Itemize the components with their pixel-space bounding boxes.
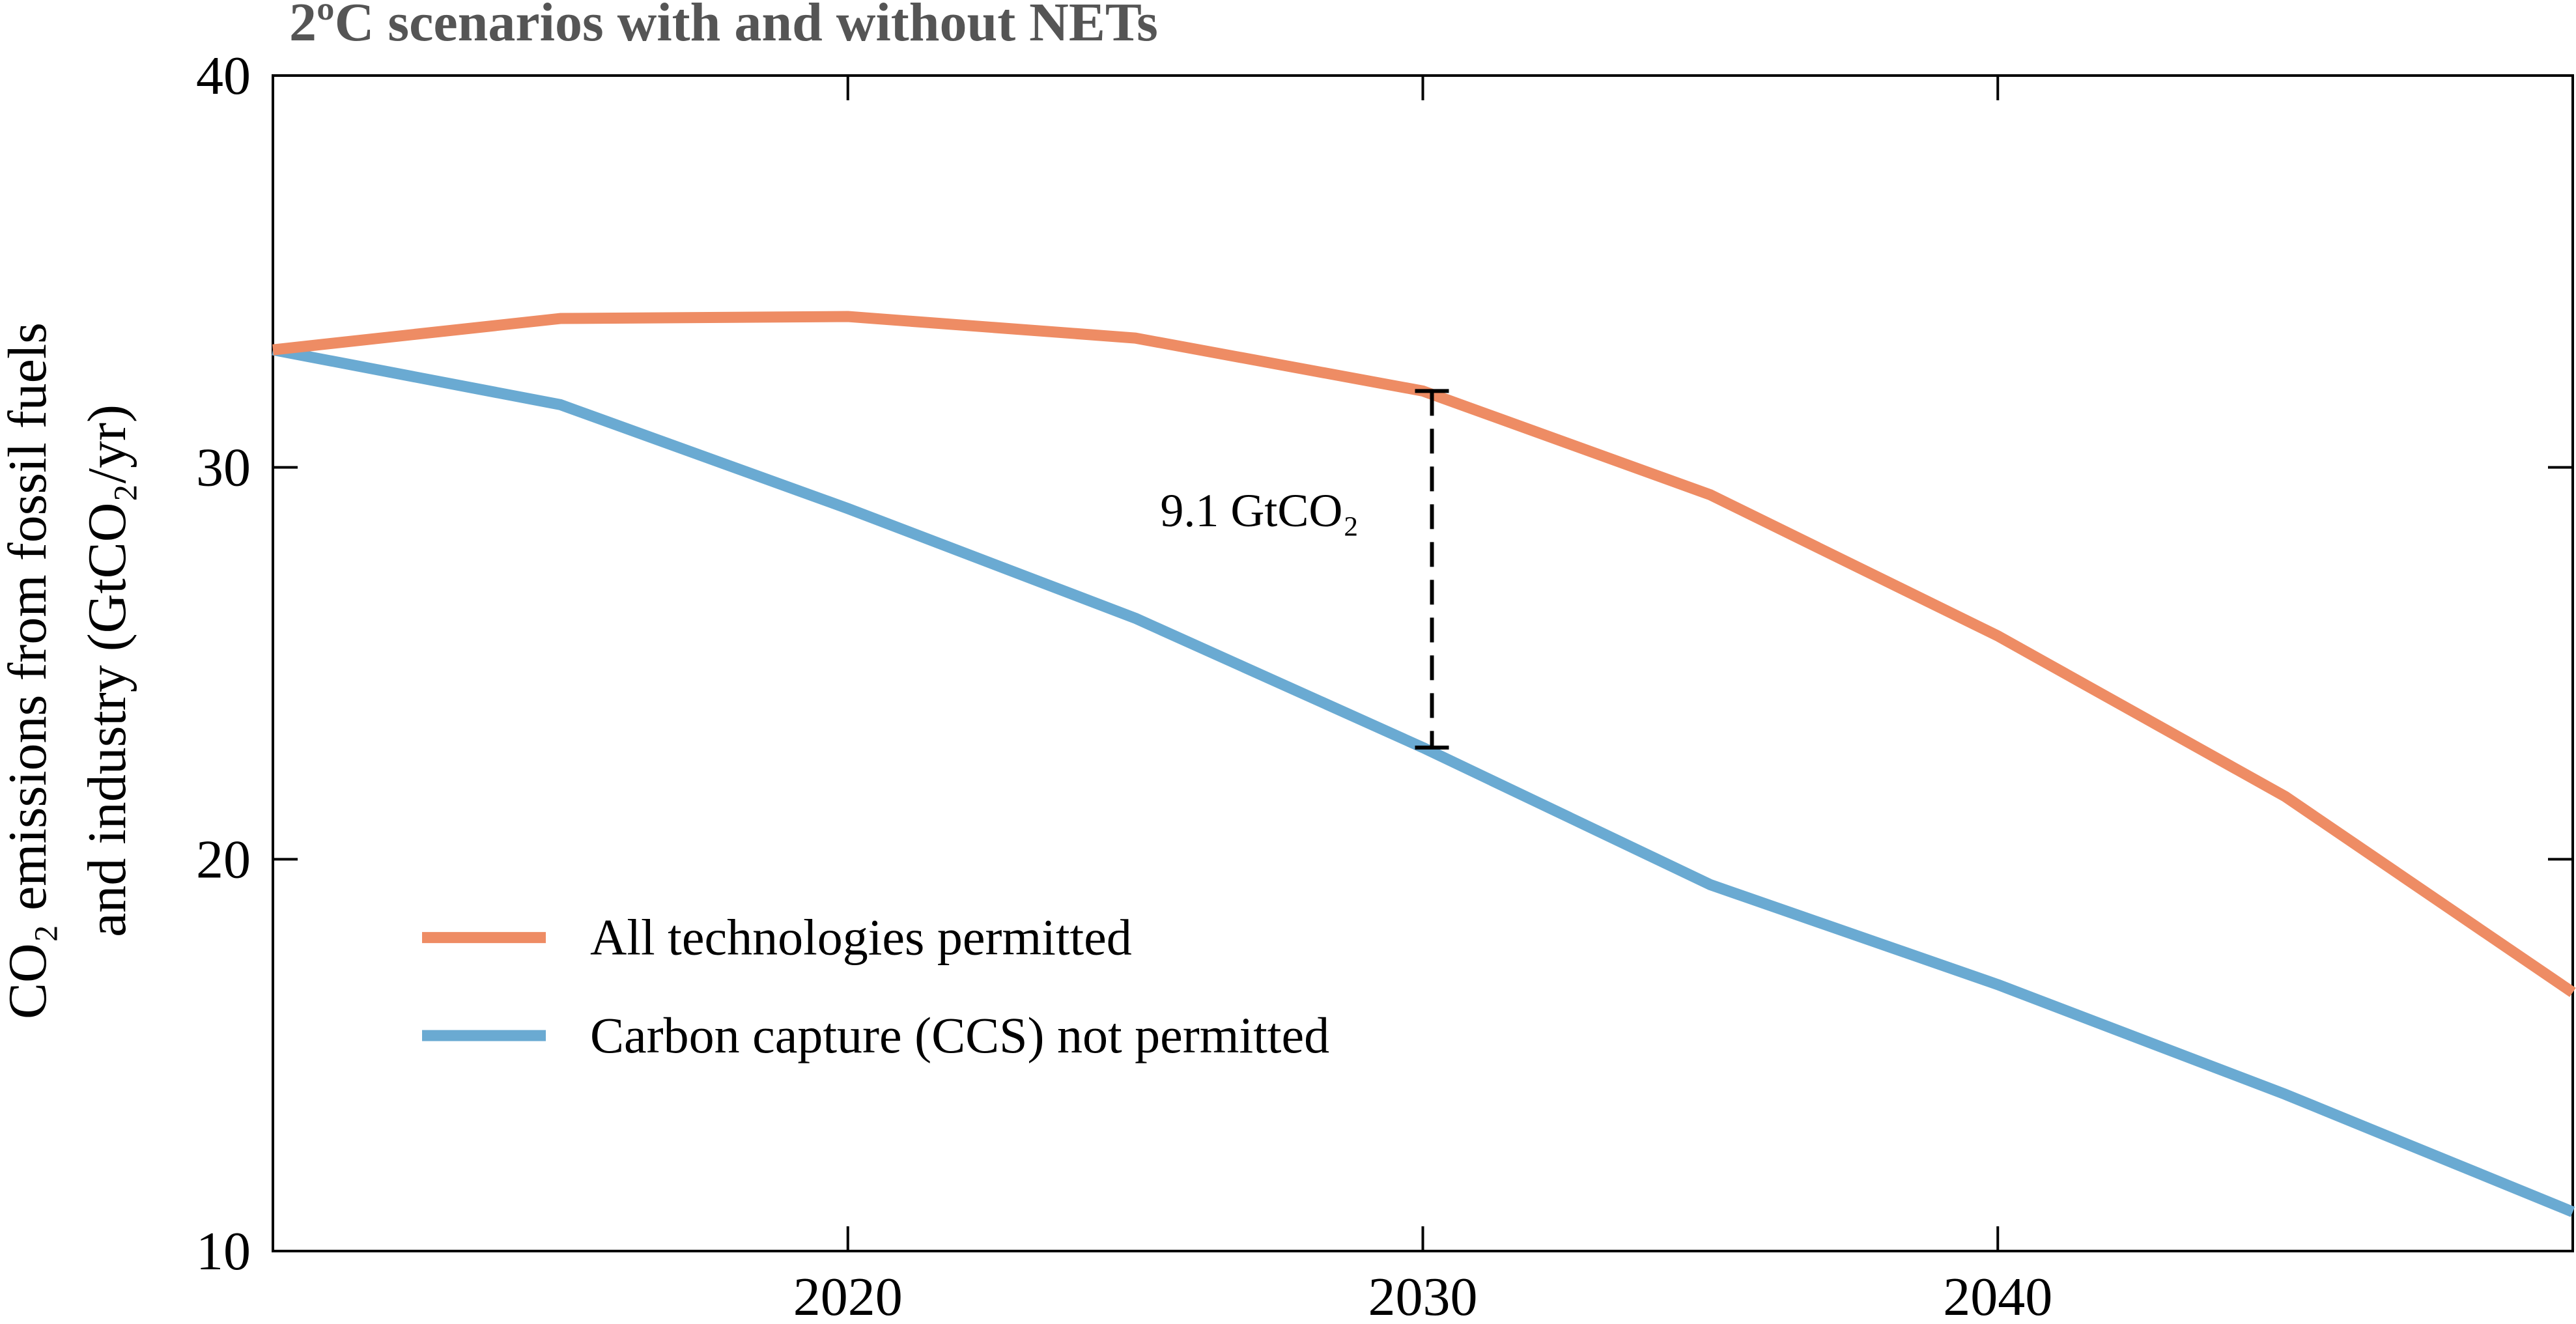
annotation-label: 9.1 GtCO₂: [1160, 485, 1359, 537]
legend-label-1: All technologies permitted: [590, 909, 1132, 966]
x-tick-label: 2040: [1943, 1267, 2052, 1324]
series-layer: [272, 311, 2576, 1217]
y-axis-label-line1: CO₂ emissions from fossil fuels: [0, 322, 58, 1019]
y-ticks: 10 20 30 40: [196, 46, 2573, 1282]
annotation: 9.1 GtCO₂: [1160, 389, 1449, 750]
y-axis-label-line2: and industry (GtCO₂/yr): [77, 404, 137, 937]
series-line-2: [272, 344, 2575, 1217]
y-tick-label: 10: [196, 1221, 251, 1282]
legend: All technologies permitted Carbon capture…: [422, 909, 1329, 1063]
chart-title: 2ºC scenarios with and without NETs: [289, 0, 1158, 53]
legend-label-2: Carbon capture (CCS) not permitted: [590, 1007, 1329, 1063]
y-axis-label: CO₂ emissions from fossil fuels and indu…: [0, 322, 137, 1019]
y-tick-label: 30: [196, 438, 251, 498]
x-tick-label: 2030: [1368, 1267, 1478, 1324]
x-ticks: 2020 2030 2040: [793, 76, 2052, 1324]
series-line-1: [272, 311, 2576, 997]
y-tick-label: 40: [196, 46, 251, 106]
x-tick-label: 2020: [793, 1267, 903, 1324]
y-tick-label: 20: [196, 829, 251, 890]
